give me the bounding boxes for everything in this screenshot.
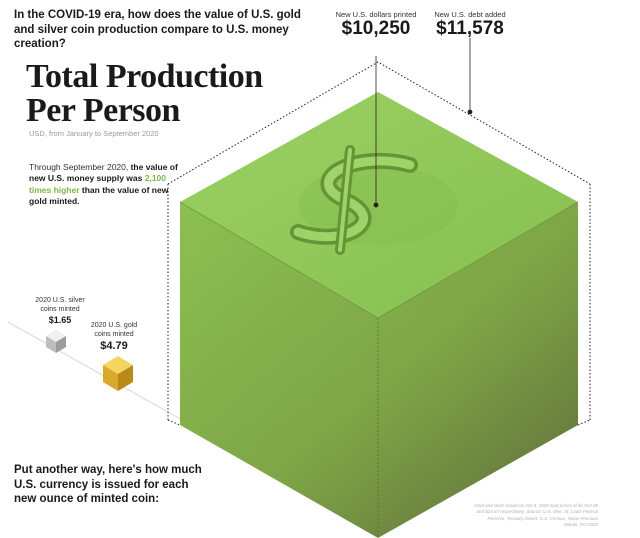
stat-debt-added-label: New U.S. debt added: [434, 10, 506, 19]
footer-statement: Put another way, here's how much U.S. cu…: [14, 464, 202, 506]
intro-bold-2: than the value of new gold minted.: [29, 184, 169, 207]
stat-dollars-printed-label: New U.S. dollars printed: [335, 10, 417, 19]
page-title-line1: Total Production: [26, 58, 263, 95]
page-title: Total Production Per Person: [26, 60, 263, 128]
money-cube: [179, 92, 579, 538]
debt-cube-outline: [167, 61, 591, 426]
header-question: In the COVID-19 era, how does the value …: [14, 9, 301, 51]
cube-top: [180, 92, 578, 318]
gold-coin-cube-icon: [103, 356, 133, 391]
intro-highlight: 2,100 times higher: [29, 173, 167, 195]
gold-coin-label-line1: 2020 U.S. gold: [90, 322, 138, 329]
intro-bold-1: the value of new U.S. money supply was: [29, 162, 178, 184]
stat-dollars-printed-value: $10,250: [341, 18, 411, 39]
stat-debt-added-value: $11,578: [436, 18, 504, 39]
cube-front: [180, 202, 578, 538]
gold-coin-label-line2: coins minted: [94, 330, 134, 338]
callout-lines: [373, 38, 473, 208]
stat-dollars-printed: New U.S. dollars printed $10,250: [326, 10, 426, 40]
gold-coin-label: 2020 U.S. gold coins minted $4.79: [84, 322, 144, 353]
silver-coin-label: 2020 U.S. silver coins minted $1.65: [30, 297, 90, 326]
gold-coin-value: $4.79: [100, 339, 128, 352]
page-subtitle: USD, from January to September 2020: [29, 129, 159, 138]
intro-prefix: Through September 2020,: [29, 162, 131, 172]
source-note: Gold and silver based on Oct 5, 2020 spo…: [474, 503, 598, 527]
page-title-line2: Per Person: [26, 92, 180, 129]
silver-coin-label-line2: coins minted: [40, 305, 80, 313]
silver-coin-cube-icon: [46, 330, 66, 353]
silver-coin-label-line1: 2020 U.S. silver: [35, 297, 85, 304]
stat-debt-added: New U.S. debt added $11,578: [420, 10, 520, 40]
intro-text: Through September 2020, the value of new…: [29, 162, 179, 208]
silver-coin-value: $1.65: [48, 314, 72, 325]
